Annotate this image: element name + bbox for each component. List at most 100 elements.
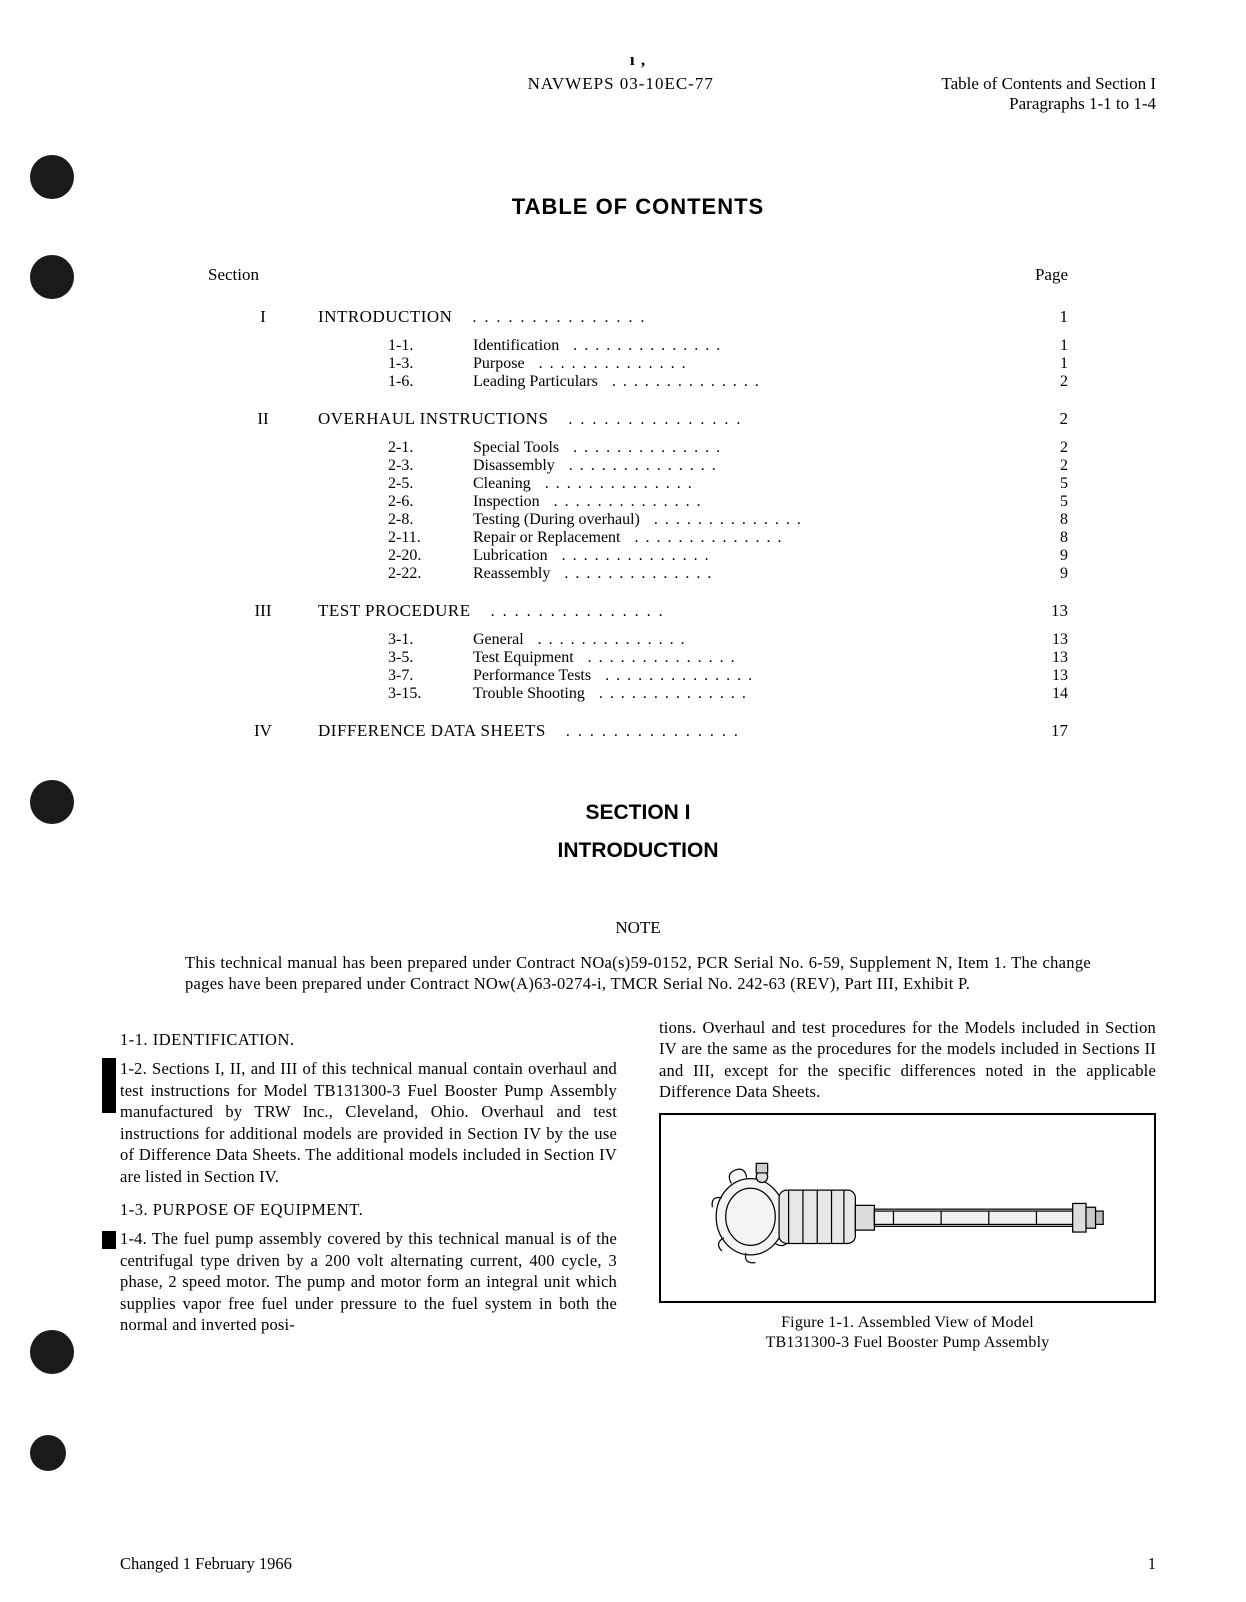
- toc-sub-page: 2: [1016, 439, 1068, 457]
- toc-sub-title: Performance Tests: [473, 667, 591, 685]
- toc-sub-title: General: [473, 631, 524, 649]
- toc-leader-dots: ..............: [559, 439, 1016, 457]
- para-1-4: 1-4. The fuel pump assembly covered by t…: [120, 1228, 617, 1335]
- toc-sub-num: 1-3.: [388, 355, 473, 373]
- toc-leader-dots: ..............: [640, 511, 1016, 529]
- toc-sub-num: 3-5.: [388, 649, 473, 667]
- toc-sub-page: 9: [1016, 565, 1068, 583]
- figure-caption: Figure 1-1. Assembled View of Model TB13…: [659, 1313, 1156, 1355]
- toc-sub-page: 2: [1016, 373, 1068, 391]
- toc-leader-dots: ...............: [471, 603, 1013, 621]
- table-of-contents: Section Page IINTRODUCTION..............…: [208, 265, 1068, 741]
- toc-sub-page: 5: [1016, 493, 1068, 511]
- toc-sub-page: 5: [1016, 475, 1068, 493]
- figure-caption-line1: Figure 1-1. Assembled View of Model: [781, 1314, 1034, 1331]
- toc-leader-dots: ...............: [548, 411, 1013, 429]
- toc-sub-row: 3-5.Test Equipment..............13: [388, 649, 1068, 667]
- toc-sub-row: 3-15.Trouble Shooting..............14: [388, 685, 1068, 703]
- toc-sub-row: 2-20.Lubrication..............9: [388, 547, 1068, 565]
- toc-sub-row: 2-5.Cleaning..............5: [388, 475, 1068, 493]
- toc-leader-dots: ..............: [540, 493, 1016, 511]
- toc-sub-num: 2-11.: [388, 529, 473, 547]
- toc-sub-num: 3-7.: [388, 667, 473, 685]
- header-right-line1: Table of Contents and Section I: [941, 74, 1156, 94]
- para-1-3-heading: 1-3. PURPOSE OF EQUIPMENT.: [120, 1199, 617, 1220]
- toc-sub-title: Trouble Shooting: [473, 685, 585, 703]
- toc-head-page: Page: [1008, 265, 1068, 285]
- right-column: tions. Overhaul and test procedures for …: [659, 1017, 1156, 1354]
- toc-sub-num: 3-1.: [388, 631, 473, 649]
- toc-section-title: TEST PROCEDURE: [318, 601, 471, 621]
- top-marks: ı ,: [120, 50, 1156, 70]
- toc-header-row: Section Page: [208, 265, 1068, 285]
- toc-leader-dots: ..............: [598, 373, 1016, 391]
- toc-leader-dots: ...............: [452, 309, 1013, 327]
- toc-section-row: IVDIFFERENCE DATA SHEETS...............1…: [208, 721, 1068, 741]
- toc-leader-dots: ...............: [546, 723, 1013, 741]
- punch-hole: [30, 155, 74, 199]
- toc-leader-dots: ..............: [548, 547, 1016, 565]
- toc-sub-title: Testing (During overhaul): [473, 511, 640, 529]
- toc-section-title: INTRODUCTION: [318, 307, 452, 327]
- toc-sub-page: 13: [1016, 631, 1068, 649]
- toc-sub-num: 2-8.: [388, 511, 473, 529]
- toc-sub-page: 8: [1016, 529, 1068, 547]
- change-bar: [102, 1058, 116, 1113]
- toc-sub-title: Special Tools: [473, 439, 559, 457]
- toc-section-title: OVERHAUL INSTRUCTIONS: [318, 409, 548, 429]
- toc-sub-page: 2: [1016, 457, 1068, 475]
- footer-change-date: Changed 1 February 1966: [120, 1554, 292, 1574]
- figure-1-1-box: [659, 1113, 1156, 1303]
- left-column: 1-1. IDENTIFICATION. 1-2. Sections I, II…: [120, 1017, 617, 1354]
- toc-sub-row: 2-6.Inspection..............5: [388, 493, 1068, 511]
- toc-sub-row: 2-22.Reassembly..............9: [388, 565, 1068, 583]
- toc-sub-page: 1: [1016, 355, 1068, 373]
- toc-sub-title: Lubrication: [473, 547, 548, 565]
- toc-section-title: DIFFERENCE DATA SHEETS: [318, 721, 546, 741]
- para-1-2: 1-2. Sections I, II, and III of this tec…: [120, 1058, 617, 1187]
- toc-sub-num: 2-20.: [388, 547, 473, 565]
- toc-leader-dots: ..............: [585, 685, 1016, 703]
- toc-section-page: 1: [1013, 307, 1068, 327]
- toc-sub-page: 1: [1016, 337, 1068, 355]
- toc-leader-dots: ..............: [525, 355, 1016, 373]
- toc-sub-num: 2-22.: [388, 565, 473, 583]
- toc-sub-title: Cleaning: [473, 475, 531, 493]
- toc-roman: IV: [208, 721, 318, 741]
- toc-sub-row: 1-6.Leading Particulars..............2: [388, 373, 1068, 391]
- doc-id: NAVWEPS 03-10EC-77: [120, 74, 941, 114]
- toc-sub-title: Inspection: [473, 493, 540, 511]
- toc-sub-row: 3-7.Performance Tests..............13: [388, 667, 1068, 685]
- toc-sub-title: Disassembly: [473, 457, 555, 475]
- para-continuation: tions. Overhaul and test procedures for …: [659, 1017, 1156, 1103]
- toc-roman: I: [208, 307, 318, 327]
- toc-sub-row: 1-3.Purpose..............1: [388, 355, 1068, 373]
- footer-page-number: 1: [1148, 1554, 1156, 1574]
- section-1-heading: SECTION I: [120, 801, 1156, 825]
- toc-section-row: IIOVERHAUL INSTRUCTIONS...............2: [208, 409, 1068, 429]
- pump-illustration: [681, 1131, 1135, 1284]
- toc-leader-dots: ..............: [591, 667, 1016, 685]
- header-right-line2: Paragraphs 1-1 to 1-4: [941, 94, 1156, 114]
- header-right: Table of Contents and Section I Paragrap…: [941, 74, 1156, 114]
- toc-sub-num: 2-3.: [388, 457, 473, 475]
- toc-sub-title: Test Equipment: [473, 649, 574, 667]
- page-header: NAVWEPS 03-10EC-77 Table of Contents and…: [120, 74, 1156, 114]
- toc-sub-title: Repair or Replacement: [473, 529, 621, 547]
- punch-hole: [30, 780, 74, 824]
- toc-sub-page: 13: [1016, 649, 1068, 667]
- toc-leader-dots: ..............: [621, 529, 1017, 547]
- toc-head-section: Section: [208, 265, 318, 285]
- toc-sub-num: 3-15.: [388, 685, 473, 703]
- punch-hole: [30, 1435, 66, 1471]
- toc-leader-dots: ..............: [559, 337, 1016, 355]
- toc-leader-dots: ..............: [574, 649, 1016, 667]
- toc-leader-dots: ..............: [531, 475, 1016, 493]
- toc-sub-title: Identification: [473, 337, 559, 355]
- toc-sub-row: 1-1.Identification..............1: [388, 337, 1068, 355]
- note-label: NOTE: [120, 918, 1156, 938]
- toc-sub-title: Leading Particulars: [473, 373, 598, 391]
- toc-sub-num: 1-6.: [388, 373, 473, 391]
- toc-sub-row: 2-8.Testing (During overhaul)...........…: [388, 511, 1068, 529]
- page-footer: Changed 1 February 1966 1: [120, 1554, 1156, 1574]
